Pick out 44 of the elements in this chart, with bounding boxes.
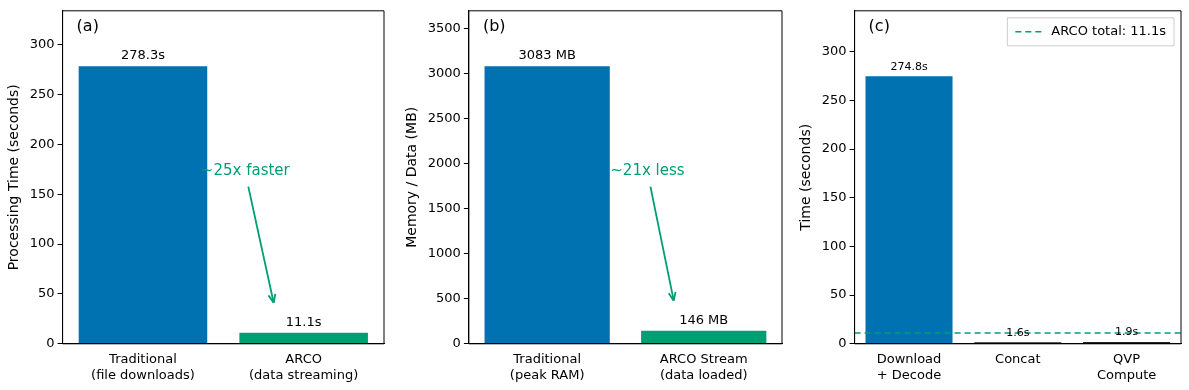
y-tick-label: 0 [452,335,461,351]
x-tick-label: Download + Decode [876,350,942,382]
y-tick-label: 2500 [427,110,461,126]
data-label: 11.1s [285,313,322,329]
y-tick-label: 300 [29,36,55,52]
annotation: ~21x less [610,160,685,179]
y-tick-label: 1000 [427,245,461,261]
y-tick-label: 250 [29,85,55,101]
y-tick-label: 100 [821,237,847,253]
y-tick-label: 200 [821,140,847,156]
y-tick-label: 2000 [427,155,461,171]
y-tick-label: 200 [29,135,55,151]
data-label: 274.8s [890,59,928,73]
x-tick-label: Concat [995,350,1041,366]
y-tick-label: 0 [46,335,55,351]
legend-label: ARCO total: 11.1s [1051,23,1167,39]
y-tick-label: 150 [29,185,55,201]
y-tick-label: 150 [821,189,847,205]
x-tick-label: ARCO Stream (data loaded) [659,350,748,382]
y-tick-label: 1500 [427,200,461,216]
y-tick-label: 500 [436,290,461,306]
y-tick-label: 50 [830,286,847,302]
annotation: (a) [76,15,99,35]
y-tick-label: 50 [38,285,55,301]
x-tick-label: Traditional (peak RAM) [509,350,585,382]
y-tick-label: 3500 [427,20,461,36]
y-axis-title: Time (seconds) [797,123,814,232]
data-label: 3083 MB [518,47,576,63]
x-tick-label: ARCO (data streaming) [249,350,359,382]
y-axis-title: Memory / Data (MB) [403,106,420,248]
data-label: 278.3s [120,47,166,63]
data-label: 146 MB [679,311,729,327]
data-label: 1.6s [1006,325,1030,339]
y-tick-label: 3000 [427,65,461,81]
x-tick-label: QVP Compute [1096,350,1157,382]
y-tick-label: 250 [821,91,847,107]
y-tick-label: 100 [29,235,55,251]
annotation: (c) [868,15,890,35]
y-tick-label: 300 [821,43,847,59]
y-tick-label: 0 [838,335,847,351]
x-tick-label: Traditional (file downloads) [91,350,195,382]
annotation: (b) [482,15,506,35]
data-label: 1.9s [1114,325,1139,339]
y-axis-title: Processing Time (seconds) [5,84,22,271]
